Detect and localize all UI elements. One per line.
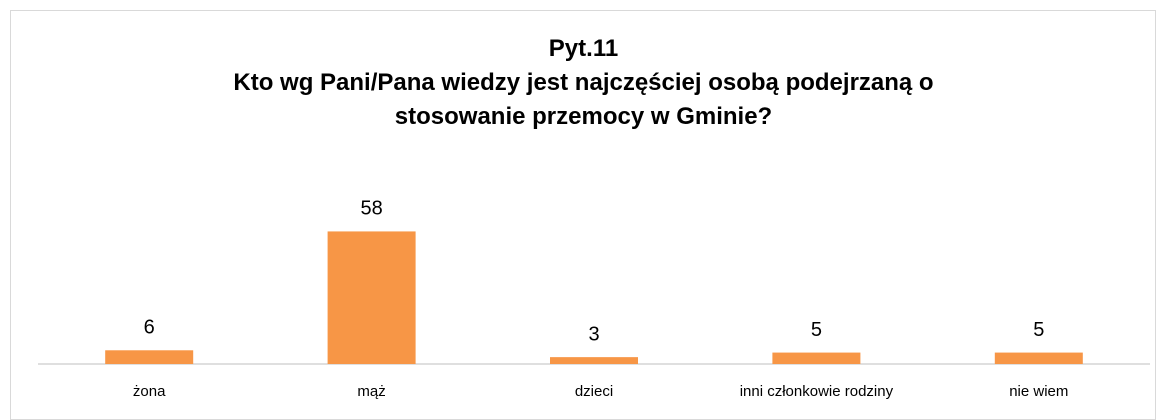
x-tick-label: dzieci [575,383,613,400]
data-label: 58 [360,198,382,220]
x-tick-label: mąż [357,383,385,400]
data-label: 6 [144,317,155,339]
data-label: 5 [1033,319,1044,341]
bar [772,352,861,364]
bar [327,231,416,364]
x-tick-label: nie wiem [1009,383,1068,400]
data-label: 3 [588,323,599,345]
bar [550,357,638,364]
data-label: 5 [811,319,822,341]
bar [105,350,194,364]
x-tick-label: żona [133,383,166,400]
bar [994,352,1083,364]
x-tick-label: inni członkowie rodziny [740,383,894,400]
chart-title: Pyt.11 Kto wg Pani/Pana wiedzy jest najc… [233,35,934,130]
